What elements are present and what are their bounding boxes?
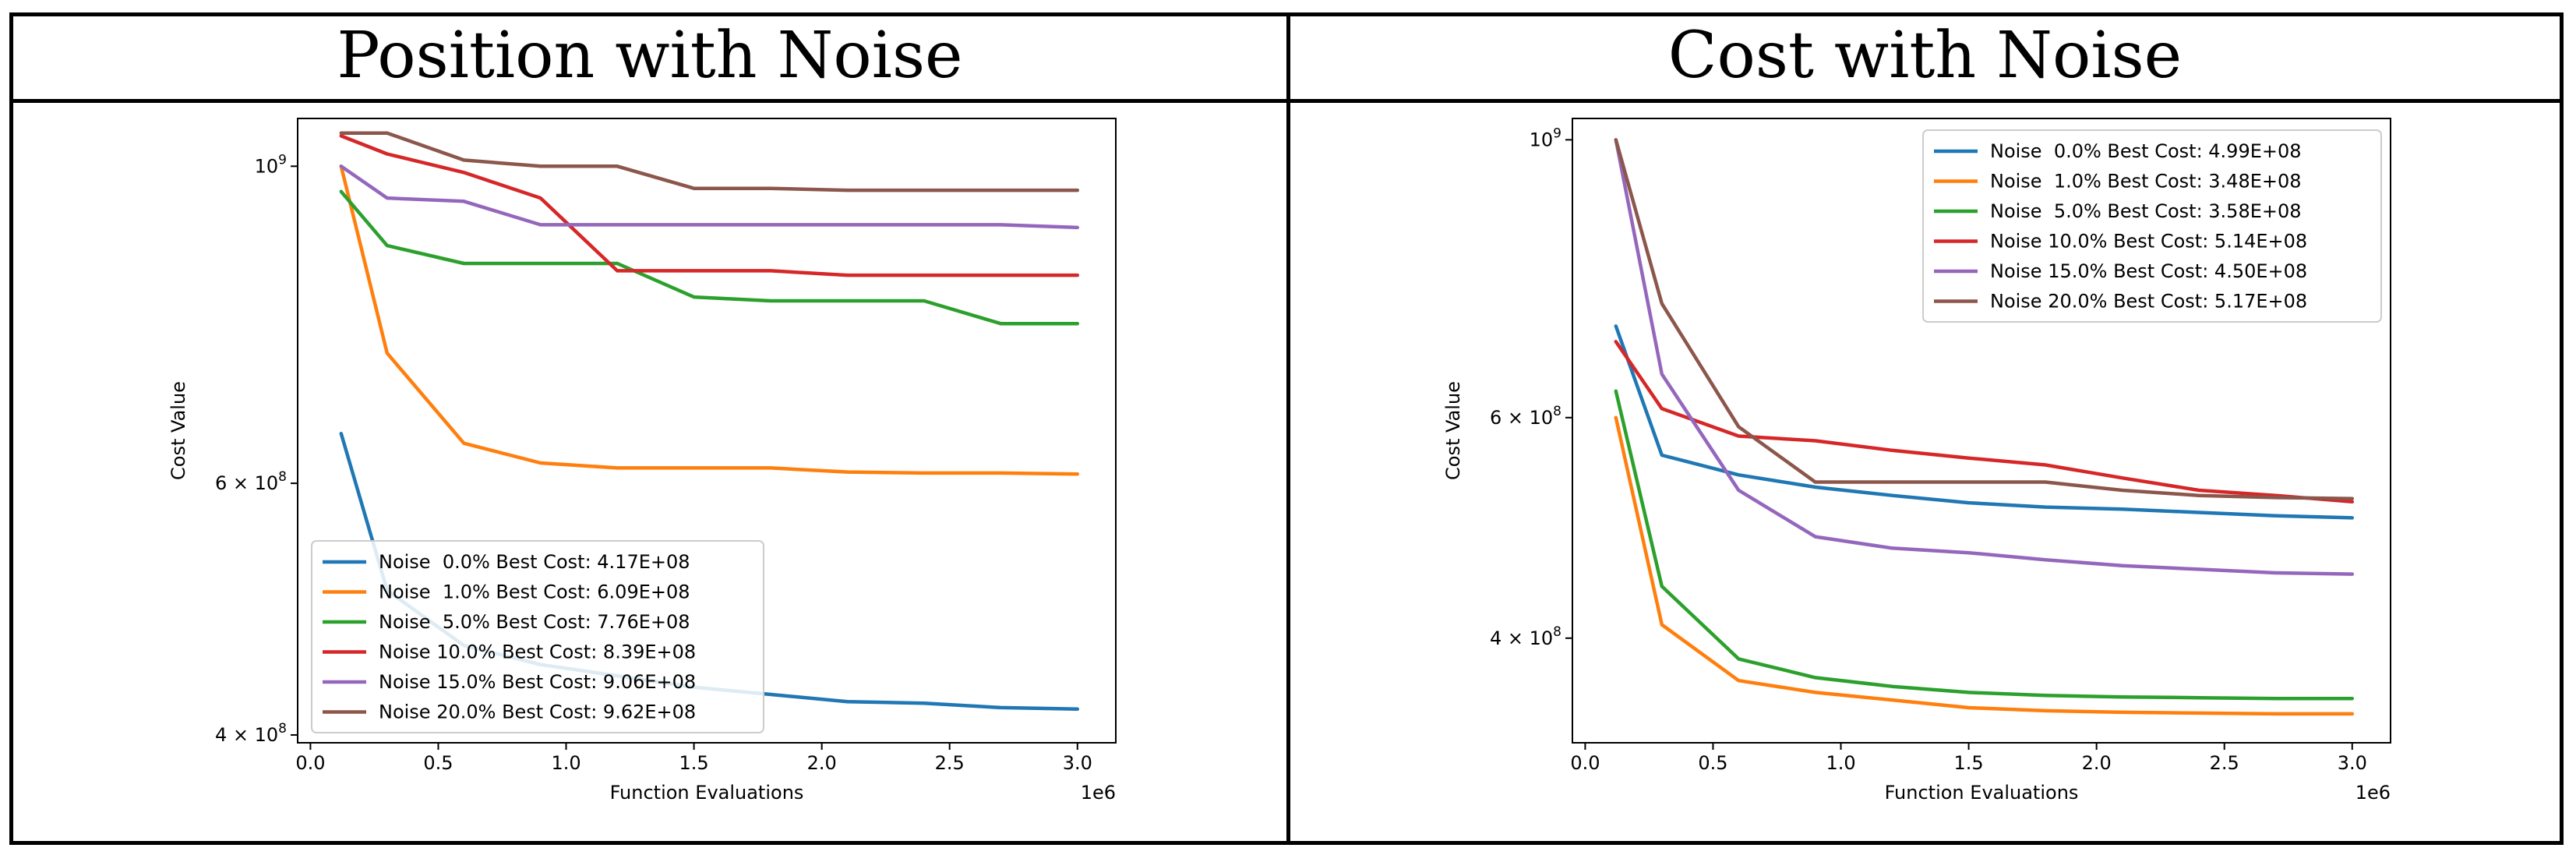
plot-frame [1572,118,2391,744]
x-tick-label: 2.0 [807,752,837,774]
x-tick-label: 2.5 [2210,752,2239,774]
legend-label-2: Noise 5.0% Best Cost: 3.58E+08 [1990,200,2302,222]
legend-label-1: Noise 1.0% Best Cost: 3.48E+08 [1990,171,2302,193]
x-tick-label: 3.0 [2338,752,2367,774]
legend-label-4: Noise 15.0% Best Cost: 4.50E+08 [1990,260,2307,282]
panel-title-position: Position with Noise [337,19,963,93]
legend-label-0: Noise 0.0% Best Cost: 4.17E+08 [379,551,690,573]
x-tick-label: 2.0 [2082,752,2112,774]
x-tick-label: 3.0 [1063,752,1092,774]
panel-title-cost: Cost with Noise [1667,19,2183,93]
header-divider [9,99,2564,103]
series-line-4 [339,164,1080,230]
y-tick-label: 4 × 108 [215,721,287,746]
x-tick-label: 1.0 [1826,752,1855,774]
x-tick-label: 0.0 [1570,752,1600,774]
x-offset-label: 1e6 [2355,782,2391,804]
y-tick-label: 109 [1530,125,1561,150]
x-axis-label: Function Evaluations [1885,782,2079,804]
x-tick-label: 1.5 [679,752,709,774]
y-tick-label: 6 × 108 [215,469,287,494]
series-line-5 [1614,138,2355,500]
legend-label-2: Noise 5.0% Best Cost: 7.76E+08 [379,611,690,633]
legend-label-3: Noise 10.0% Best Cost: 8.39E+08 [379,641,696,663]
y-axis-label: Cost Value [1442,381,1464,480]
x-tick-label: 1.0 [551,752,580,774]
series-line-5 [339,131,1080,193]
legend-box [1922,129,2382,323]
legend-label-1: Noise 1.0% Best Cost: 6.09E+08 [379,581,690,603]
legend-box [311,540,764,733]
legend-label-0: Noise 0.0% Best Cost: 4.99E+08 [1990,140,2302,162]
series-line-3 [1614,340,2355,504]
x-axis-label: Function Evaluations [610,782,804,804]
legend-label-5: Noise 20.0% Best Cost: 9.62E+08 [379,701,696,723]
series-line-2 [339,189,1080,326]
legend: Noise 0.0% Best Cost: 4.17E+08 Noise 1.0%… [311,540,764,733]
panel-divider-vertical [1286,12,1290,845]
series-line-4 [1614,138,2355,576]
x-tick-label: 0.5 [1698,752,1727,774]
series-line-0 [1614,324,2355,520]
x-offset-label: 1e6 [1081,782,1116,804]
plot-frame [297,118,1117,744]
legend-label-5: Noise 20.0% Best Cost: 5.17E+08 [1990,291,2307,313]
y-tick-label: 109 [255,152,287,177]
series-line-2 [1614,389,2355,701]
x-tick-label: 2.5 [935,752,965,774]
series-line-1 [339,164,1080,476]
legend: Noise 0.0% Best Cost: 4.99E+08 Noise 1.0%… [1922,129,2382,323]
series-line-1 [1614,415,2355,716]
x-tick-label: 1.5 [1954,752,1984,774]
y-tick-label: 6 × 108 [1490,404,1561,429]
x-tick-label: 0.5 [423,752,453,774]
x-tick-label: 0.0 [295,752,325,774]
series-group [1614,138,2355,716]
y-tick-label: 4 × 108 [1490,624,1561,649]
legend-label-3: Noise 10.0% Best Cost: 5.14E+08 [1990,231,2307,253]
series-line-3 [339,134,1080,277]
y-axis-label: Cost Value [168,381,189,480]
legend-label-4: Noise 15.0% Best Cost: 9.06E+08 [379,671,696,693]
